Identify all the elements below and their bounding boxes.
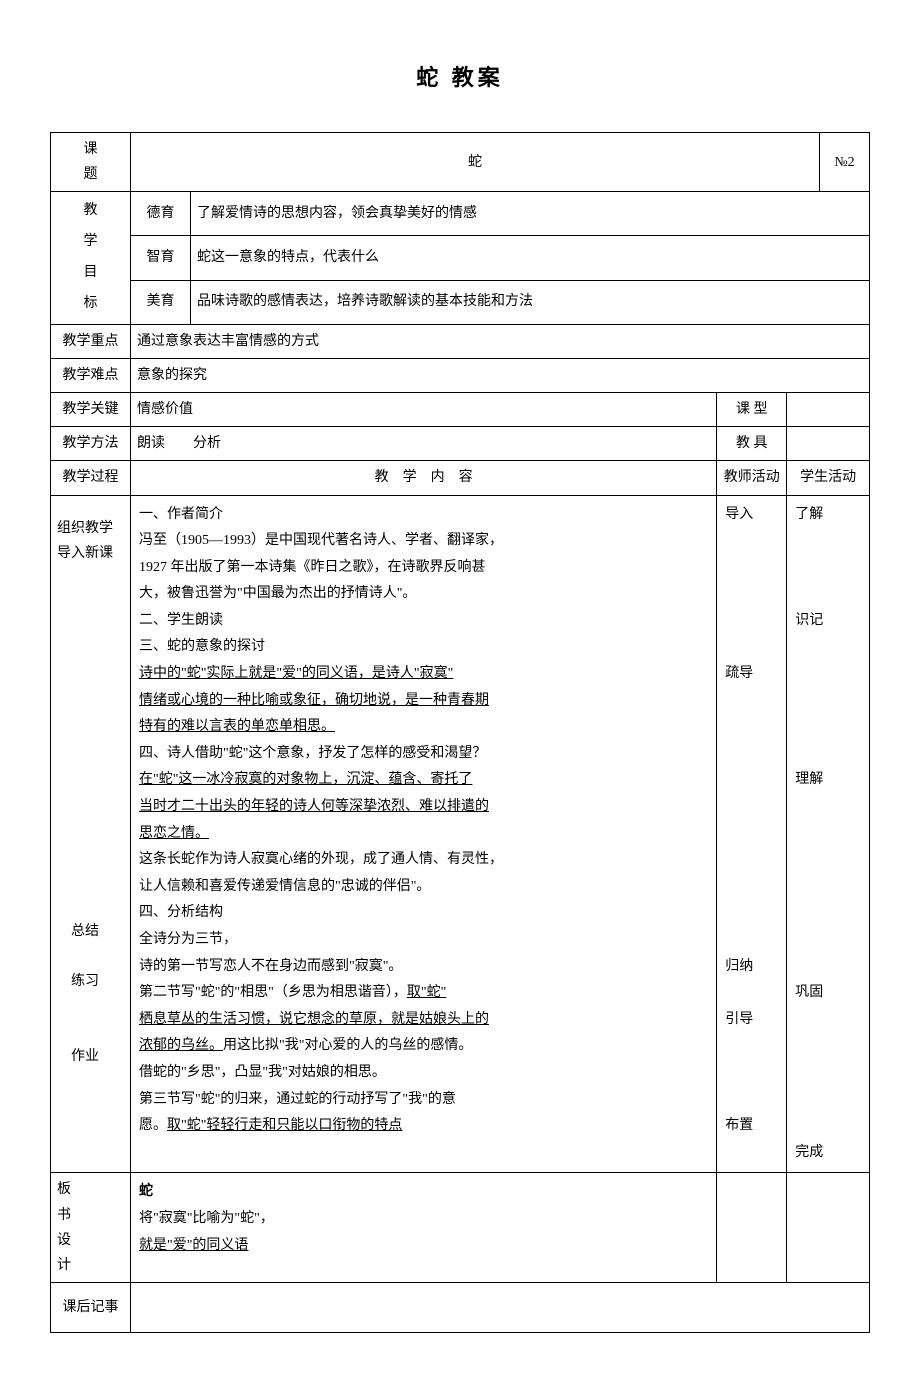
- lesson-plan-table: 课 题 蛇 №2 教 学 目 标 德育 了解爱情诗的思想内容，领会真挚美好的情感…: [50, 132, 870, 1333]
- tool-label: 教 具: [717, 427, 787, 461]
- course-title: 蛇: [131, 133, 820, 192]
- board-label: 板 书 设 计: [51, 1173, 131, 1283]
- process-content: 一、作者简介冯至（1905—1993）是中国现代著名诗人、学者、翻译家，1927…: [131, 495, 717, 1173]
- course-label: 课 题: [51, 133, 131, 192]
- method-label: 教学方法: [51, 427, 131, 461]
- keypoint-content: 通过意象表达丰富情感的方式: [131, 324, 870, 358]
- student-header: 学生活动: [787, 461, 870, 495]
- doc-number: №2: [820, 133, 870, 192]
- process-label: 教学过程: [51, 461, 131, 495]
- keypoint-label: 教学重点: [51, 324, 131, 358]
- teacher-header: 教师活动: [717, 461, 787, 495]
- method-content: 朗读 分析: [131, 427, 717, 461]
- objectives-label: 教 学 目 标: [51, 192, 131, 324]
- student-activities: 了解识记理解巩固完成: [787, 495, 870, 1173]
- obj-moral-label: 德育: [131, 192, 191, 236]
- type-label: 课 型: [717, 392, 787, 426]
- postscript-content: [131, 1283, 870, 1333]
- content-header: 教 学 内 容: [131, 461, 717, 495]
- board-teacher: [717, 1173, 787, 1283]
- key-label: 教学关键: [51, 392, 131, 426]
- process-left-col: 组织教学导入新课 总结 练习 作业: [51, 495, 131, 1173]
- board-content: 蛇将"寂寞"比喻为"蛇"，就是"爱"的同义语: [131, 1173, 717, 1283]
- doc-title: 蛇 教案: [50, 60, 870, 92]
- key-content: 情感价值: [131, 392, 717, 426]
- type-val: [787, 392, 870, 426]
- obj-aesthetic-label: 美育: [131, 280, 191, 324]
- obj-aesthetic-content: 品味诗歌的感情表达，培养诗歌解读的基本技能和方法: [191, 280, 870, 324]
- obj-intel-label: 智育: [131, 236, 191, 280]
- obj-moral-content: 了解爱情诗的思想内容，领会真挚美好的情感: [191, 192, 870, 236]
- board-student: [787, 1173, 870, 1283]
- teacher-activities: 导入疏导归纳引导布置: [717, 495, 787, 1173]
- tool-val: [787, 427, 870, 461]
- difficulty-label: 教学难点: [51, 358, 131, 392]
- difficulty-content: 意象的探究: [131, 358, 870, 392]
- obj-intel-content: 蛇这一意象的特点，代表什么: [191, 236, 870, 280]
- postscript-label: 课后记事: [51, 1283, 131, 1333]
